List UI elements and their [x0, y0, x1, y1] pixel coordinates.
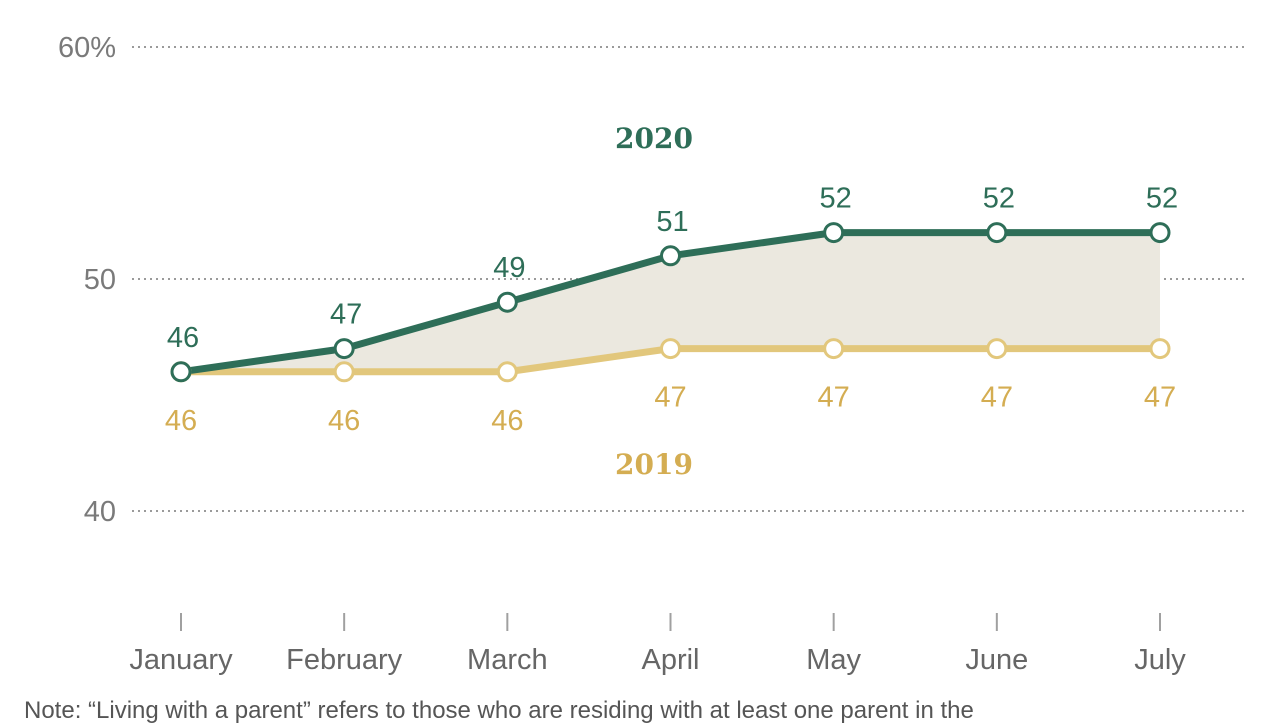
series-label-2019: 2019 — [615, 448, 693, 481]
data-label-2019: 47 — [1144, 382, 1176, 414]
x-tick-label: April — [641, 644, 699, 676]
data-label-2020: 52 — [1146, 183, 1178, 215]
data-point-2020 — [660, 245, 681, 267]
x-tick-label: July — [1134, 644, 1186, 676]
x-tick-label: May — [806, 644, 861, 676]
data-label-2019: 47 — [981, 382, 1013, 414]
x-tick-label: January — [129, 644, 233, 676]
data-point-2020 — [333, 338, 355, 360]
data-point-2020 — [823, 222, 845, 244]
data-point-2020 — [986, 222, 1008, 244]
data-point-2020 — [496, 291, 518, 313]
data-label-2020: 49 — [493, 252, 525, 284]
data-point-2019 — [823, 338, 845, 360]
data-point-2019 — [660, 338, 681, 360]
x-tick-label: March — [467, 644, 548, 676]
data-label-2019: 46 — [491, 405, 523, 437]
data-label-2020: 52 — [820, 183, 852, 215]
series-label-2020: 2020 — [615, 122, 693, 155]
data-label-2020: 52 — [983, 183, 1015, 215]
data-label-2019: 47 — [818, 382, 850, 414]
data-point-2020 — [170, 361, 192, 383]
data-point-2019 — [1149, 338, 1171, 360]
data-point-2020 — [1149, 222, 1171, 244]
data-label-2019: 46 — [165, 405, 197, 437]
data-point-2019 — [333, 361, 355, 383]
y-tick-label: 60% — [58, 32, 116, 64]
chart-note: Note: “Living with a parent” refers to t… — [24, 697, 974, 724]
data-label-2019: 46 — [328, 405, 360, 437]
y-tick-label: 50 — [84, 264, 116, 296]
data-label-2020: 47 — [330, 299, 362, 331]
line-chart: 40 50 60% January February March April May June J… — [58, 32, 1245, 676]
data-label-2020: 51 — [656, 206, 688, 238]
x-tick-label: February — [286, 644, 403, 676]
data-point-2019 — [496, 361, 518, 383]
data-point-2019 — [986, 338, 1008, 360]
data-label-2019: 47 — [654, 382, 686, 414]
data-label-2020: 46 — [167, 322, 199, 354]
x-tick-label: June — [965, 644, 1028, 676]
gap-shaded-area — [181, 232, 1160, 372]
y-tick-label: 40 — [84, 496, 116, 528]
